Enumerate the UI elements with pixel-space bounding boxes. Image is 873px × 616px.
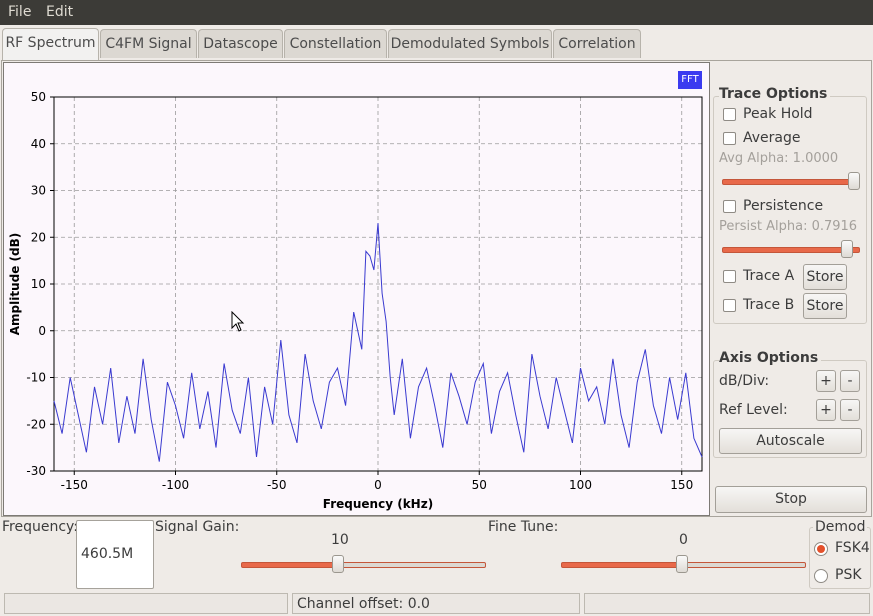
signal-gain-slider-track[interactable] xyxy=(241,562,486,568)
persist-alpha-label: Persist Alpha: 0.7916 xyxy=(719,219,858,234)
trace-a-store-button[interactable]: Store xyxy=(803,264,847,290)
y-tick-label: 20 xyxy=(31,230,46,244)
tab-constellation[interactable]: Constellation xyxy=(284,29,387,58)
status-cell-left xyxy=(4,593,288,614)
signal-gain-slider-handle[interactable] xyxy=(332,555,344,573)
y-tick-label: 0 xyxy=(38,324,46,338)
average-checkbox[interactable] xyxy=(723,132,736,145)
fine-tune-slider-handle[interactable] xyxy=(676,555,688,573)
tab-rf-spectrum[interactable]: RF Spectrum xyxy=(2,28,99,60)
trace-a-label[interactable]: Trace A xyxy=(743,268,795,284)
db-div-plus-button[interactable]: + xyxy=(816,370,836,392)
avg-alpha-slider-handle[interactable] xyxy=(848,172,860,190)
demod-label: Demod xyxy=(813,519,868,535)
menu-bar: File Edit xyxy=(0,0,873,25)
x-tick-label: -100 xyxy=(162,478,189,492)
demod-fsk4-radio[interactable] xyxy=(814,542,828,556)
tab-correlation[interactable]: Correlation xyxy=(553,29,641,58)
trace-options-title: Trace Options xyxy=(719,86,831,102)
demod-psk-label[interactable]: PSK xyxy=(835,567,862,583)
mouse-cursor-icon xyxy=(231,311,245,332)
fine-tune-label: Fine Tune: xyxy=(488,519,559,535)
x-tick-label: 150 xyxy=(670,478,693,492)
status-cell-right xyxy=(584,593,870,614)
y-tick-label: 50 xyxy=(31,90,46,104)
y-tick-label: 10 xyxy=(31,277,46,291)
spectrum-plot[interactable]: -30 -20 -10 0 10 20 30 40 50 -150 -100 -50 0 50 100 150… xyxy=(3,62,710,516)
menu-file[interactable]: File xyxy=(8,4,32,20)
axis-options-title: Axis Options xyxy=(719,350,822,366)
persist-alpha-slider-track[interactable] xyxy=(722,247,860,253)
signal-gain-value: 10 xyxy=(331,532,349,548)
persistence-checkbox[interactable] xyxy=(723,200,736,213)
persist-alpha-slider-handle[interactable] xyxy=(841,240,853,258)
demod-psk-radio[interactable] xyxy=(814,569,828,583)
stop-button[interactable]: Stop xyxy=(715,486,867,513)
trace-a-checkbox[interactable] xyxy=(723,270,736,283)
db-div-label: dB/Div: xyxy=(719,373,770,389)
frequency-input[interactable]: 460.5M xyxy=(76,520,154,589)
ref-level-plus-button[interactable]: + xyxy=(816,399,836,421)
y-tick-label: -10 xyxy=(26,371,46,385)
persistence-label[interactable]: Persistence xyxy=(743,198,824,214)
avg-alpha-label: Avg Alpha: 1.0000 xyxy=(719,151,839,166)
y-tick-label: -30 xyxy=(26,464,46,478)
x-tick-label: 100 xyxy=(569,478,592,492)
status-channel-offset: Channel offset: 0.0 xyxy=(292,593,580,614)
demod-fsk4-label[interactable]: FSK4 xyxy=(835,540,870,556)
x-axis-label: Frequency (kHz) xyxy=(323,497,433,511)
tab-bar: RF Spectrum C4FM Signal Datascope Conste… xyxy=(0,28,873,60)
menu-edit[interactable]: Edit xyxy=(46,4,74,20)
tab-datascope[interactable]: Datascope xyxy=(198,29,283,58)
ref-level-minus-button[interactable]: - xyxy=(840,399,860,421)
y-axis-label: Amplitude (dB) xyxy=(8,233,22,336)
y-tick-label: 40 xyxy=(31,137,46,151)
y-tick-label: -20 xyxy=(26,417,46,431)
x-tick-label: 0 xyxy=(374,478,382,492)
ref-level-label: Ref Level: xyxy=(719,402,788,418)
fft-badge[interactable]: FFT xyxy=(678,71,702,89)
y-tick-label: 30 xyxy=(31,184,46,198)
frequency-value[interactable]: 460.5M xyxy=(81,546,134,562)
trace-b-label[interactable]: Trace B xyxy=(743,297,795,313)
x-tick-label: -50 xyxy=(267,478,287,492)
avg-alpha-slider-track[interactable] xyxy=(722,179,860,185)
peak-hold-checkbox[interactable] xyxy=(723,108,736,121)
frequency-label: Frequency: xyxy=(2,519,79,535)
tab-c4fm-signal[interactable]: C4FM Signal xyxy=(100,29,197,58)
signal-gain-label: Signal Gain: xyxy=(155,519,240,535)
autoscale-button[interactable]: Autoscale xyxy=(719,428,862,454)
trace-b-checkbox[interactable] xyxy=(723,299,736,312)
db-div-minus-button[interactable]: - xyxy=(840,370,860,392)
fine-tune-value: 0 xyxy=(679,532,688,548)
x-tick-label: -150 xyxy=(61,478,88,492)
trace-b-store-button[interactable]: Store xyxy=(803,293,847,319)
x-tick-label: 50 xyxy=(472,478,487,492)
tab-demodulated-symbols[interactable]: Demodulated Symbols xyxy=(388,29,552,58)
spectrum-trace xyxy=(53,223,703,462)
average-label[interactable]: Average xyxy=(743,130,801,146)
peak-hold-label[interactable]: Peak Hold xyxy=(743,106,813,122)
